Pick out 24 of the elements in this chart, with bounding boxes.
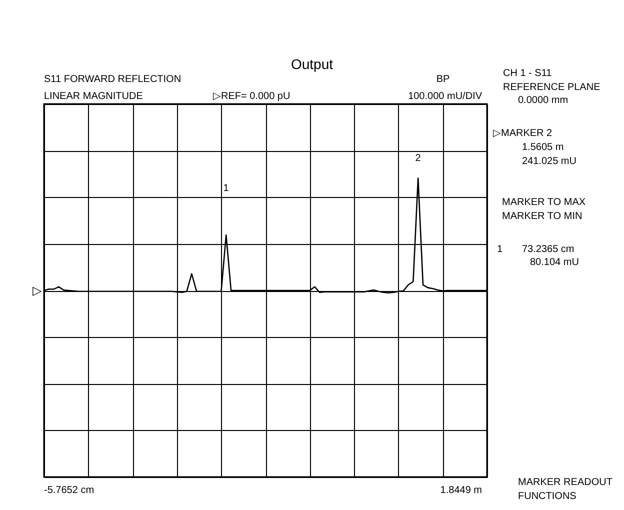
text: 241.025 mU [522,156,576,167]
text: 1.8449 m [440,485,482,496]
text: 80.104 mU [530,257,579,268]
chart-title: Output [290,56,334,72]
text: FUNCTIONS [518,491,577,502]
text: MARKER TO MAX [502,197,586,208]
text: 0.0000 mm [518,95,568,106]
text: ▷MARKER 2 [493,128,553,139]
text: 73.2365 cm [522,244,574,255]
text: S11 FORWARD REFLECTION [44,74,182,85]
text: MARKER TO MIN [502,211,582,222]
text: 100.000 mU/DIV [408,91,482,102]
annotation: 1 [223,183,230,194]
text: 1 [497,244,503,255]
text: CH 1 - S11 [503,68,552,79]
text: -5.7652 cm [44,485,94,496]
text: 2 [415,153,422,164]
text: ▷REF= 0.000 pU [213,91,290,102]
text: ▷ [32,284,42,298]
text: 1.5605 m [522,142,564,153]
text: MARKER READOUT [518,477,612,488]
text: LINEAR MAGNITUDE [44,91,144,102]
text: BP [436,74,450,85]
text: REFERENCE PLANE [503,82,601,93]
